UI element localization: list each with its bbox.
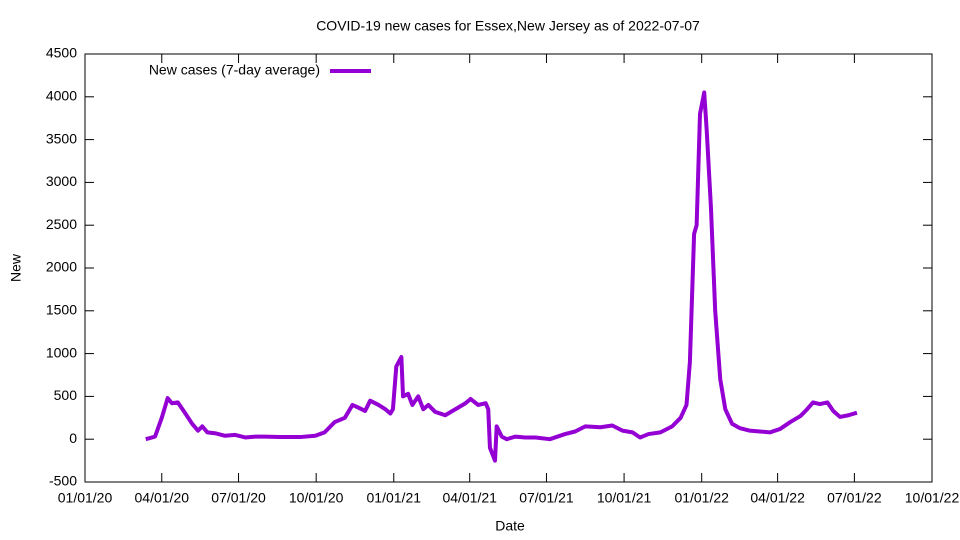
chart-title: COVID-19 new cases for Essex,New Jersey … [316,18,700,34]
x-tick-label: 01/01/22 [674,490,729,506]
y-tick-label: 3500 [46,130,77,146]
data-line [145,90,858,463]
x-tick-label: 01/01/20 [58,490,113,506]
y-tick-label: 0 [69,430,77,446]
x-axis-label: Date [495,518,525,534]
x-tick-label: 07/01/22 [827,490,882,506]
x-tick-label: 04/01/22 [750,490,805,506]
x-tick-label: 10/01/20 [289,490,344,506]
y-tick-label: 500 [54,387,78,403]
legend-label: New cases (7-day average) [149,62,320,78]
y-tick-label: 2500 [46,216,77,232]
x-tick-label: 07/01/20 [211,490,266,506]
x-tick-label: 04/01/20 [135,490,190,506]
y-tick-label: 1500 [46,302,77,318]
x-tick-label: 10/01/21 [597,490,652,506]
y-tick-label: 3000 [46,173,77,189]
y-tick-label: 1000 [46,344,77,360]
y-tick-label: 4000 [46,88,77,104]
x-tick-label: 07/01/21 [519,490,574,506]
x-tick-label: 01/01/21 [367,490,422,506]
x-tick-label: 04/01/21 [442,490,497,506]
y-tick-label: 4500 [46,45,77,61]
y-tick-label: -500 [49,473,77,489]
y-axis-label: New [8,253,24,282]
y-tick-label: 2000 [46,259,77,275]
x-tick-label: 10/01/22 [905,490,960,506]
